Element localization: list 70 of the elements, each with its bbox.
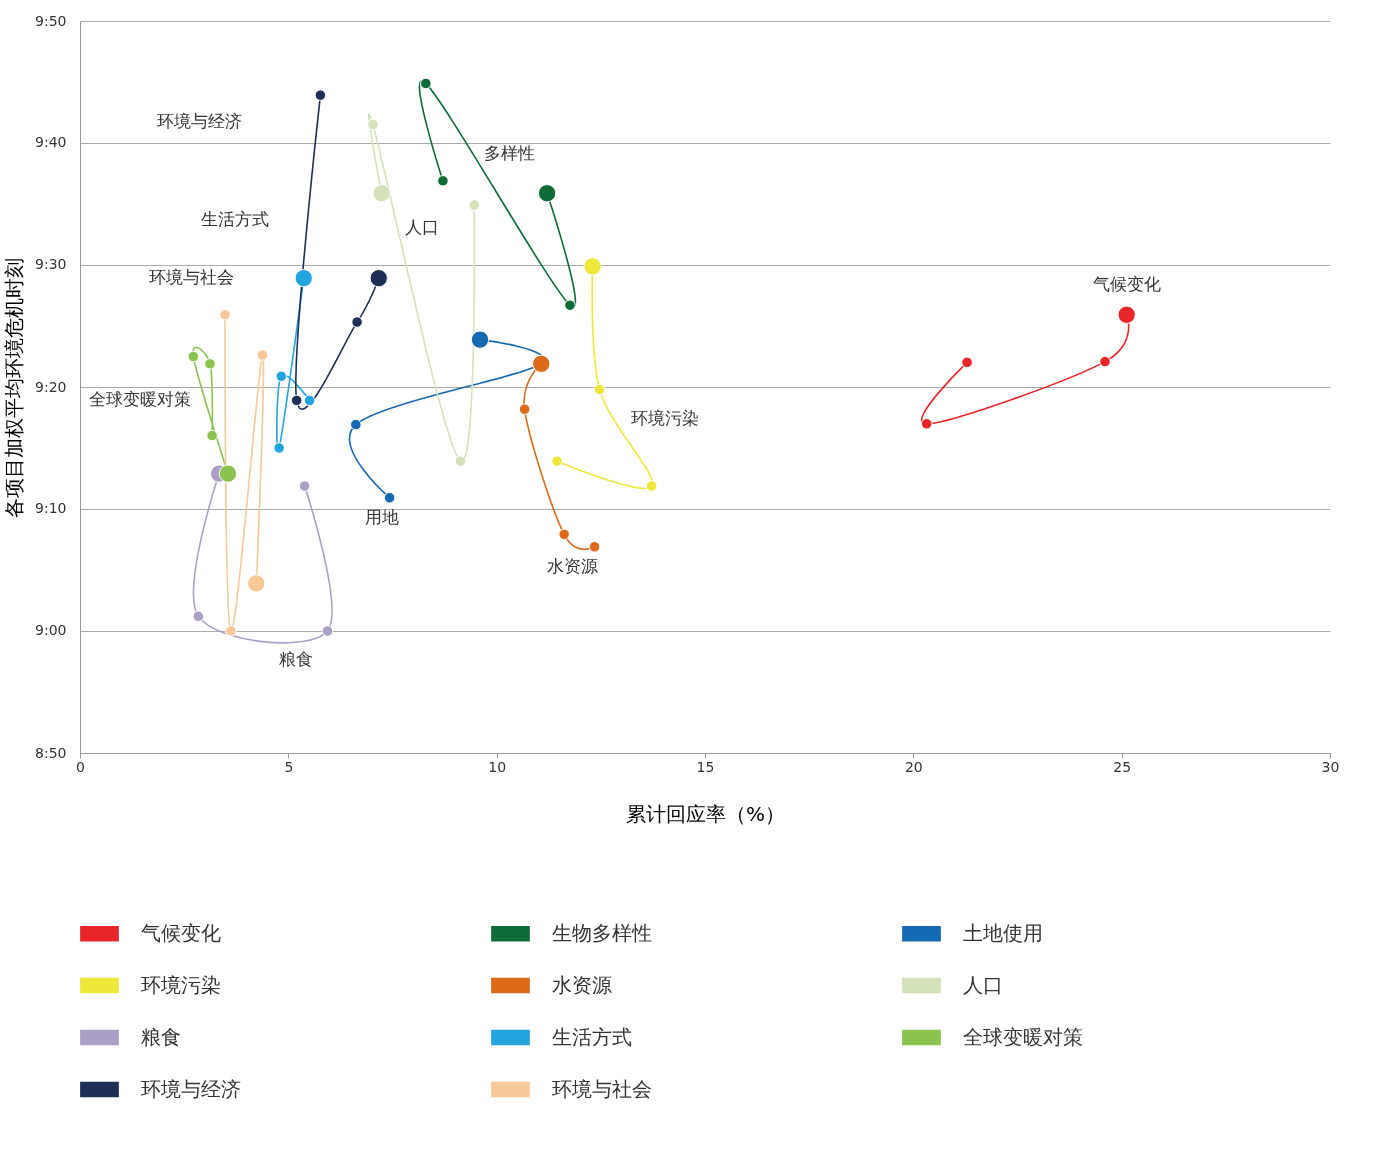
point bbox=[303, 394, 316, 407]
annotation: 粮食 bbox=[278, 649, 313, 670]
x-axis-title: 累计回应率（%） bbox=[625, 801, 786, 826]
point bbox=[420, 77, 432, 90]
x-tick-label: 20 bbox=[904, 758, 923, 775]
y-tick-label: 9:10 bbox=[35, 500, 67, 517]
legend-label: 环境与经济 bbox=[141, 1076, 241, 1101]
y-tick-label: 9:20 bbox=[35, 378, 67, 395]
point bbox=[350, 418, 362, 431]
x-tick-label: 5 bbox=[284, 758, 294, 775]
point bbox=[321, 625, 334, 637]
legend-label: 环境与社会 bbox=[552, 1076, 652, 1101]
point bbox=[275, 370, 287, 382]
point bbox=[290, 394, 303, 407]
legend-label: 环境污染 bbox=[141, 972, 221, 997]
y-tick-label: 9:50 bbox=[35, 12, 67, 29]
point bbox=[961, 356, 973, 369]
point bbox=[204, 358, 216, 370]
x-tick-label: 10 bbox=[488, 758, 507, 775]
annotation: 环境污染 bbox=[631, 407, 700, 428]
point bbox=[468, 199, 480, 211]
point bbox=[225, 625, 237, 637]
annotation: 多样性 bbox=[484, 142, 536, 163]
point bbox=[273, 442, 285, 454]
legend-label: 全球变暖对策 bbox=[963, 1024, 1083, 1049]
point bbox=[564, 299, 576, 311]
point bbox=[454, 455, 467, 467]
point bbox=[551, 455, 563, 467]
point bbox=[645, 480, 658, 492]
y-axis-title: 各项目加权平均环境危机时刻 bbox=[2, 257, 27, 518]
legend-label: 水资源 bbox=[552, 972, 612, 997]
point bbox=[367, 118, 379, 131]
point bbox=[588, 541, 601, 553]
annotation: 水资源 bbox=[547, 556, 599, 577]
point bbox=[593, 383, 606, 396]
y-tick-label: 9:40 bbox=[35, 134, 67, 151]
point bbox=[437, 175, 449, 187]
y-tick-label: 9:00 bbox=[35, 622, 67, 639]
legend-label: 气候变化 bbox=[141, 920, 221, 945]
legend-label: 粮食 bbox=[141, 1024, 181, 1049]
point bbox=[920, 418, 933, 430]
annotation: 环境与社会 bbox=[148, 267, 234, 288]
point bbox=[558, 528, 570, 541]
annotation: 全球变暖对策 bbox=[89, 389, 191, 410]
point bbox=[383, 492, 396, 504]
point bbox=[314, 89, 327, 101]
legend-label: 人口 bbox=[963, 972, 1003, 997]
annotation: 环境与经济 bbox=[156, 111, 242, 132]
point bbox=[256, 349, 269, 361]
x-tick-label: 0 bbox=[76, 758, 85, 775]
x-tick-label: 15 bbox=[696, 758, 715, 775]
point bbox=[518, 403, 531, 415]
point bbox=[298, 480, 311, 492]
annotation: 生活方式 bbox=[200, 208, 269, 229]
annotation: 用地 bbox=[364, 506, 399, 527]
y-tick-label: 8:50 bbox=[35, 744, 67, 761]
legend-label: 生活方式 bbox=[552, 1024, 632, 1049]
point bbox=[1099, 355, 1111, 368]
legend-label: 生物多样性 bbox=[552, 920, 652, 945]
annotation: 人口 bbox=[405, 217, 440, 238]
annotation: 气候变化 bbox=[1092, 273, 1161, 294]
point bbox=[187, 350, 200, 363]
point bbox=[206, 429, 218, 442]
x-tick-label: 30 bbox=[1321, 758, 1340, 775]
legend-label: 土地使用 bbox=[963, 920, 1043, 945]
point bbox=[351, 316, 363, 328]
point bbox=[219, 309, 231, 321]
x-tick-label: 25 bbox=[1113, 758, 1132, 775]
point bbox=[192, 610, 205, 623]
y-tick-label: 9:30 bbox=[35, 256, 67, 273]
